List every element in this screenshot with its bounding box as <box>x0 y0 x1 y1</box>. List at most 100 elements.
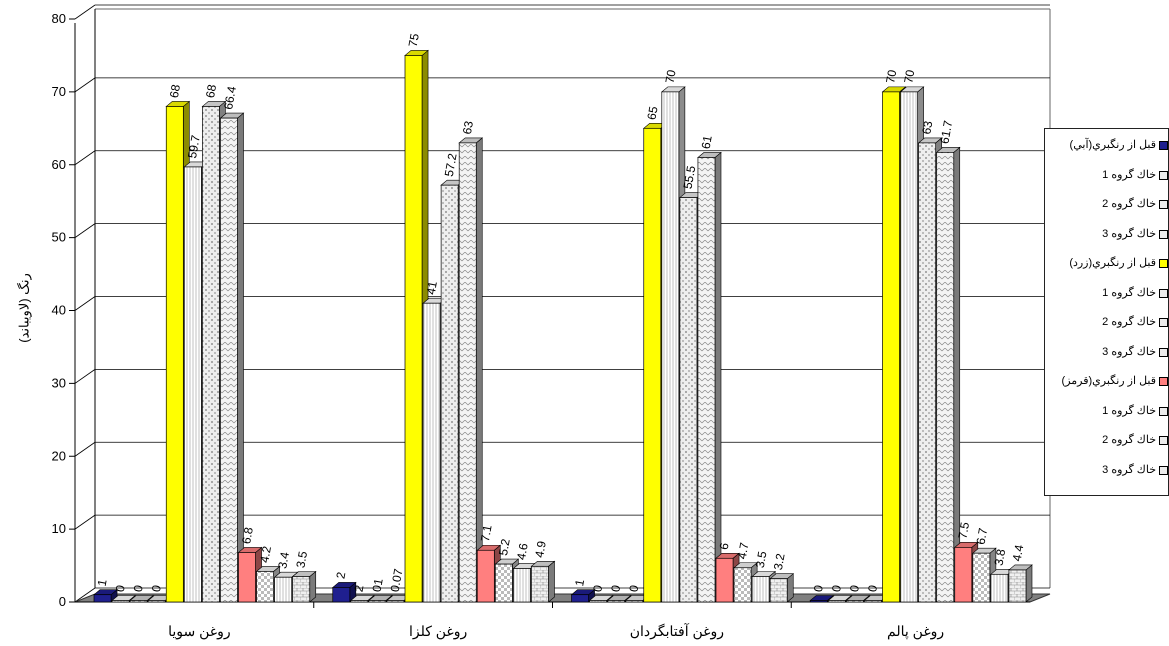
data-label: 0 <box>149 584 164 593</box>
legend-item: خاك گروه 2 <box>1045 196 1168 218</box>
data-label: 6.8 <box>239 526 256 545</box>
bar <box>332 587 351 603</box>
x-category-label: روغن کلزا <box>409 623 467 640</box>
legend-label: خاك گروه 1 <box>1102 286 1156 299</box>
data-label: 75 <box>406 32 422 48</box>
data-label: 68 <box>203 83 219 99</box>
data-label: 3.8 <box>992 548 1009 567</box>
data-label: 6.7 <box>974 527 991 546</box>
bar-side <box>548 560 555 603</box>
data-label: 01 <box>370 577 386 593</box>
legend-item: خاك گروه 2 <box>1045 432 1168 454</box>
data-label: 68 <box>167 83 183 99</box>
data-label: 57.2 <box>442 152 460 178</box>
legend-swatch <box>1159 377 1168 386</box>
bar <box>661 91 680 603</box>
legend-swatch <box>1159 288 1168 298</box>
data-label: 59.7 <box>185 134 203 160</box>
data-label: 2 <box>352 584 367 593</box>
legend-label: خاك گروه 2 <box>1102 434 1156 446</box>
legend-item: قبل از رنگبري(آبي) <box>1045 137 1168 159</box>
data-label: 3.5 <box>753 550 770 569</box>
legend: قبل از رنگبري(آبي) خاك گروه 1 خاك گروه 2 خا… <box>1044 128 1169 496</box>
legend-label: خاك گروه 3 <box>1102 345 1156 358</box>
data-label: 0.07 <box>388 567 406 593</box>
data-label: 1 <box>95 578 110 587</box>
bar <box>679 197 698 603</box>
data-label: 0 <box>590 584 605 593</box>
bar <box>292 576 311 603</box>
legend-item: خاك گروه 1 <box>1045 403 1168 425</box>
data-label: 3.2 <box>771 552 788 571</box>
data-label: 65 <box>644 105 660 121</box>
gridline-depth <box>74 223 96 238</box>
data-label: 3.5 <box>293 550 310 569</box>
legend-item: خاك گروه 2 <box>1045 314 1168 336</box>
legend-item: خاك گروه 1 <box>1045 285 1168 307</box>
gridline-depth <box>74 587 96 603</box>
bar <box>864 600 882 603</box>
legend-label: خاك گروه 1 <box>1102 168 1156 181</box>
data-label: 7.1 <box>478 524 495 543</box>
y-tick-label: 70 <box>52 84 66 99</box>
y-tick-label: 20 <box>52 448 66 463</box>
gridline-depth <box>74 441 96 457</box>
data-label: 4.9 <box>532 540 549 559</box>
x-category-label: روغن پالم <box>887 623 944 640</box>
legend-swatch <box>1159 318 1168 327</box>
bar <box>769 578 788 603</box>
bar <box>751 576 770 603</box>
bar <box>607 600 626 603</box>
bar <box>972 552 991 603</box>
bar <box>936 152 955 603</box>
data-label: 0 <box>626 584 641 593</box>
bar-side <box>714 151 722 603</box>
bar <box>440 184 459 603</box>
bar <box>531 565 549 603</box>
bar <box>513 568 531 603</box>
data-label: 4.6 <box>514 542 531 561</box>
bar-side <box>1025 564 1033 603</box>
legend-swatch <box>1159 141 1168 150</box>
legend-item: قبل از رنگبري(قرمز) <box>1045 373 1168 395</box>
legend-item: خاك گروه 3 <box>1045 226 1168 248</box>
bar <box>386 600 405 603</box>
data-label: 4.2 <box>257 545 274 564</box>
data-label: 70 <box>901 68 917 84</box>
data-label: 4.4 <box>1010 543 1027 562</box>
legend-label: خاك گروه 1 <box>1102 404 1156 417</box>
data-label: 3.4 <box>275 551 292 570</box>
data-label: 55.5 <box>681 164 699 190</box>
data-label: 0 <box>811 584 826 593</box>
x-category-label: روغن سويا <box>168 623 231 640</box>
y-tick-label: 60 <box>52 157 66 172</box>
bar <box>571 594 589 603</box>
data-label: 70 <box>663 68 679 84</box>
bar <box>589 600 607 603</box>
y-tick-label: 30 <box>52 375 66 390</box>
legend-label: خاك گروه 3 <box>1102 227 1156 240</box>
data-label: 63 <box>919 120 935 136</box>
gridline-depth <box>74 296 96 311</box>
y-tick-label: 50 <box>52 230 66 245</box>
bar <box>274 576 293 603</box>
y-tick-label: 80 <box>52 11 66 26</box>
bar <box>882 91 900 603</box>
bar <box>458 142 477 603</box>
bar <box>111 600 130 603</box>
bar <box>809 600 828 603</box>
legend-label: قبل از رنگبري(زرد) <box>1069 257 1156 269</box>
bar <box>202 106 220 603</box>
bar <box>147 600 166 603</box>
data-label: 6 <box>717 541 732 550</box>
data-label: 0 <box>608 584 623 593</box>
bar <box>954 546 973 603</box>
legend-swatch <box>1159 170 1168 180</box>
y-tick-label: 40 <box>52 303 66 318</box>
legend-label: خاك گروه 3 <box>1102 463 1156 476</box>
bar <box>165 106 184 603</box>
bar <box>129 600 148 603</box>
data-label: 1 <box>572 578 587 587</box>
plot-area <box>75 9 1050 602</box>
bar <box>494 563 513 603</box>
